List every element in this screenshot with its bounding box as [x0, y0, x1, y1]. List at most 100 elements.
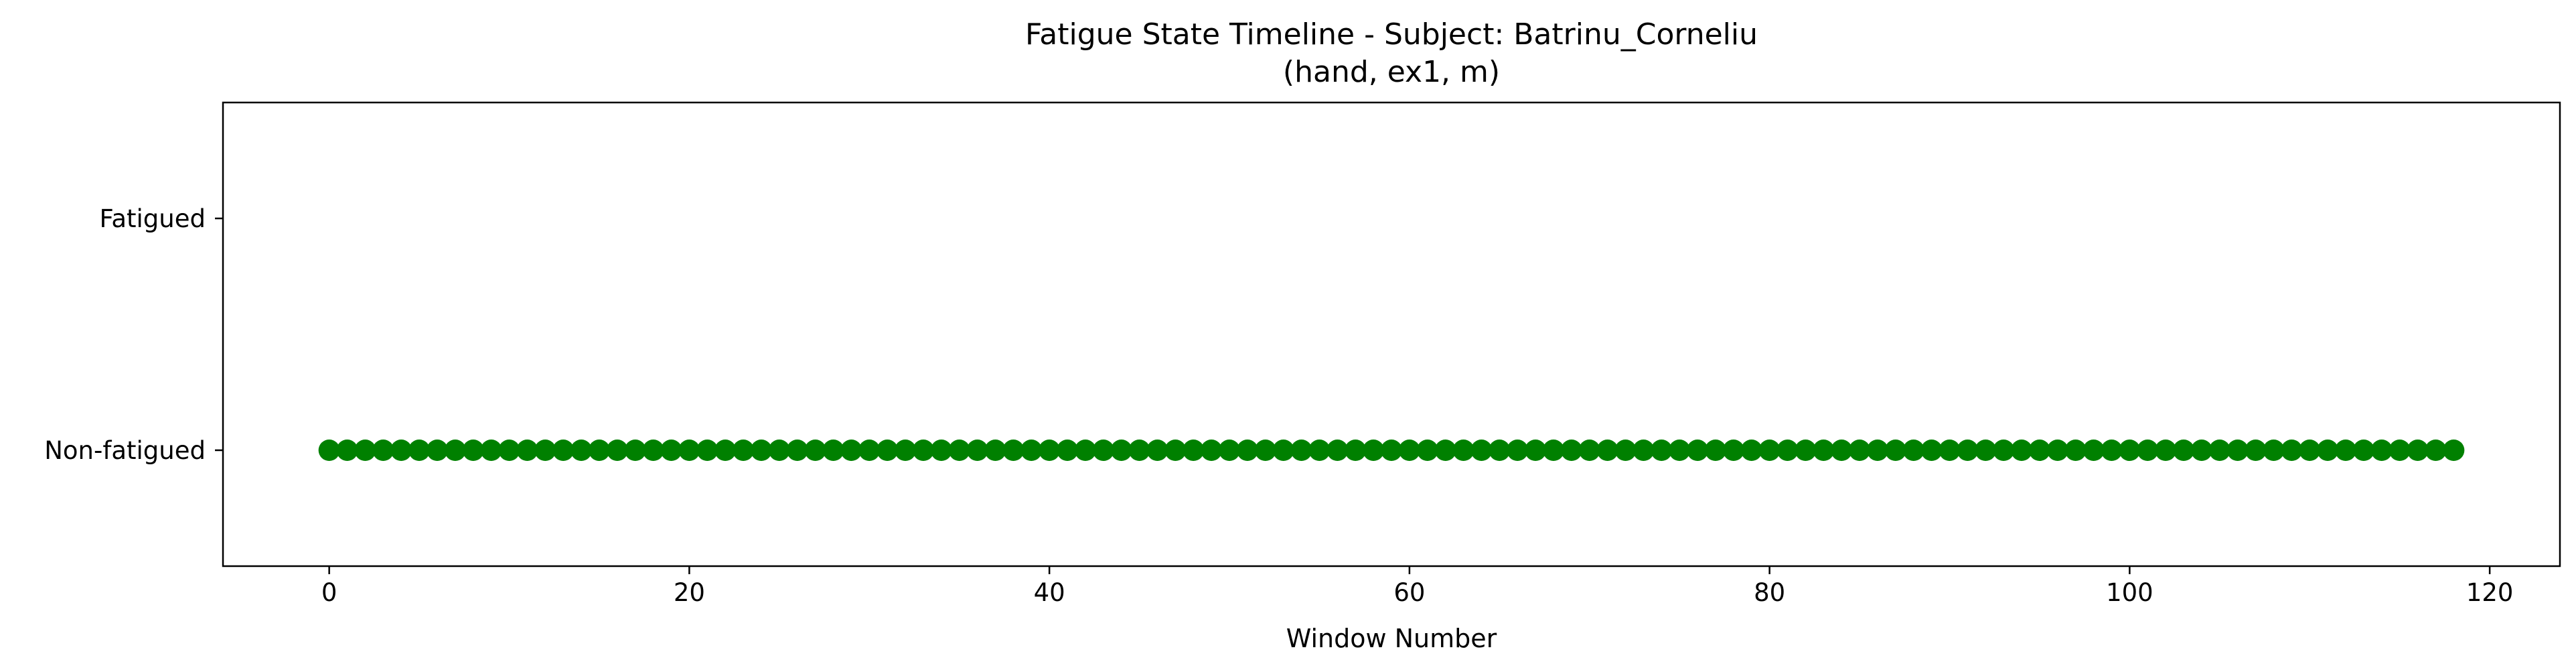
data-point	[1740, 440, 1762, 461]
data-point	[1722, 440, 1744, 461]
data-point	[354, 440, 376, 461]
data-point	[588, 440, 610, 461]
data-point	[1219, 440, 1241, 461]
data-point	[1920, 440, 1943, 461]
data-point	[1669, 440, 1691, 461]
data-point	[2101, 440, 2123, 461]
data-point	[2407, 440, 2429, 461]
data-point	[336, 440, 358, 461]
data-point	[1993, 440, 2015, 461]
data-point	[2046, 440, 2068, 461]
data-point	[462, 440, 484, 461]
x-tick-label: 40	[1034, 578, 1065, 607]
data-point	[895, 440, 917, 461]
chart-subtitle: (hand, ex1, m)	[1283, 55, 1500, 89]
data-point	[984, 440, 1006, 461]
data-point	[1902, 440, 1924, 461]
data-point	[516, 440, 538, 461]
data-point	[2173, 440, 2195, 461]
data-point	[1525, 440, 1547, 461]
data-point	[750, 440, 772, 461]
data-point	[1128, 440, 1150, 461]
data-point	[2317, 440, 2339, 461]
data-point	[1164, 440, 1187, 461]
data-point	[1039, 440, 1061, 461]
data-point	[606, 440, 628, 461]
x-axis-label: Window Number	[1286, 624, 1497, 653]
data-point	[877, 440, 899, 461]
x-tick-label: 20	[674, 578, 705, 607]
data-point	[2190, 440, 2212, 461]
data-point	[2208, 440, 2230, 461]
data-point	[1614, 440, 1637, 461]
data-point	[1578, 440, 1600, 461]
data-point	[1776, 440, 1799, 461]
data-point	[1434, 440, 1456, 461]
data-point	[1290, 440, 1312, 461]
chart-title: Fatigue State Timeline - Subject: Batrin…	[1025, 17, 1758, 52]
x-tick-label: 80	[1754, 578, 1785, 607]
data-point	[714, 440, 737, 461]
data-point	[966, 440, 988, 461]
data-point	[2443, 440, 2465, 461]
data-point	[1470, 440, 1493, 461]
data-point	[1596, 440, 1618, 461]
data-point	[2011, 440, 2033, 461]
data-point	[1866, 440, 1888, 461]
data-point	[1507, 440, 1529, 461]
data-point	[1201, 440, 1223, 461]
data-point	[2226, 440, 2249, 461]
data-point	[1308, 440, 1331, 461]
data-point	[372, 440, 394, 461]
data-point	[534, 440, 556, 461]
data-point	[2028, 440, 2050, 461]
data-point	[2425, 440, 2447, 461]
data-point	[948, 440, 970, 461]
data-point	[1489, 440, 1511, 461]
x-tick-label: 100	[2106, 578, 2153, 607]
data-point	[678, 440, 700, 461]
data-point	[1254, 440, 1276, 461]
data-point	[1813, 440, 1835, 461]
data-point	[1975, 440, 1997, 461]
data-point	[858, 440, 881, 461]
data-point	[2245, 440, 2267, 461]
x-tick-label: 120	[2466, 578, 2514, 607]
data-point	[930, 440, 952, 461]
data-point	[2119, 440, 2141, 461]
data-point	[1849, 440, 1871, 461]
data-point	[2082, 440, 2105, 461]
data-point	[552, 440, 575, 461]
y-tick-label: Non-fatigued	[44, 436, 206, 465]
data-point	[1416, 440, 1438, 461]
data-point	[1795, 440, 1817, 461]
data-point	[1020, 440, 1043, 461]
data-point	[408, 440, 431, 461]
data-point	[696, 440, 718, 461]
data-point	[1957, 440, 1979, 461]
data-point	[1651, 440, 1673, 461]
plot-area	[222, 101, 2561, 567]
y-axis: Fatigued Non-fatigued	[44, 204, 223, 465]
data-point	[1704, 440, 1726, 461]
data-point	[2263, 440, 2285, 461]
data-point	[1381, 440, 1402, 461]
data-point	[444, 440, 466, 461]
data-point	[642, 440, 664, 461]
x-axis: 0 20 40 60 80 100 120	[321, 566, 2514, 607]
data-point	[786, 440, 808, 461]
data-point	[1272, 440, 1294, 461]
data-point	[480, 440, 502, 461]
data-point	[2352, 440, 2374, 461]
data-point	[1687, 440, 1709, 461]
data-point	[822, 440, 844, 461]
data-point	[1002, 440, 1025, 461]
data-point	[426, 440, 448, 461]
data-point	[840, 440, 862, 461]
data-point	[390, 440, 412, 461]
data-point	[1831, 440, 1853, 461]
data-point	[1633, 440, 1655, 461]
data-point	[660, 440, 682, 461]
data-point	[1884, 440, 1906, 461]
